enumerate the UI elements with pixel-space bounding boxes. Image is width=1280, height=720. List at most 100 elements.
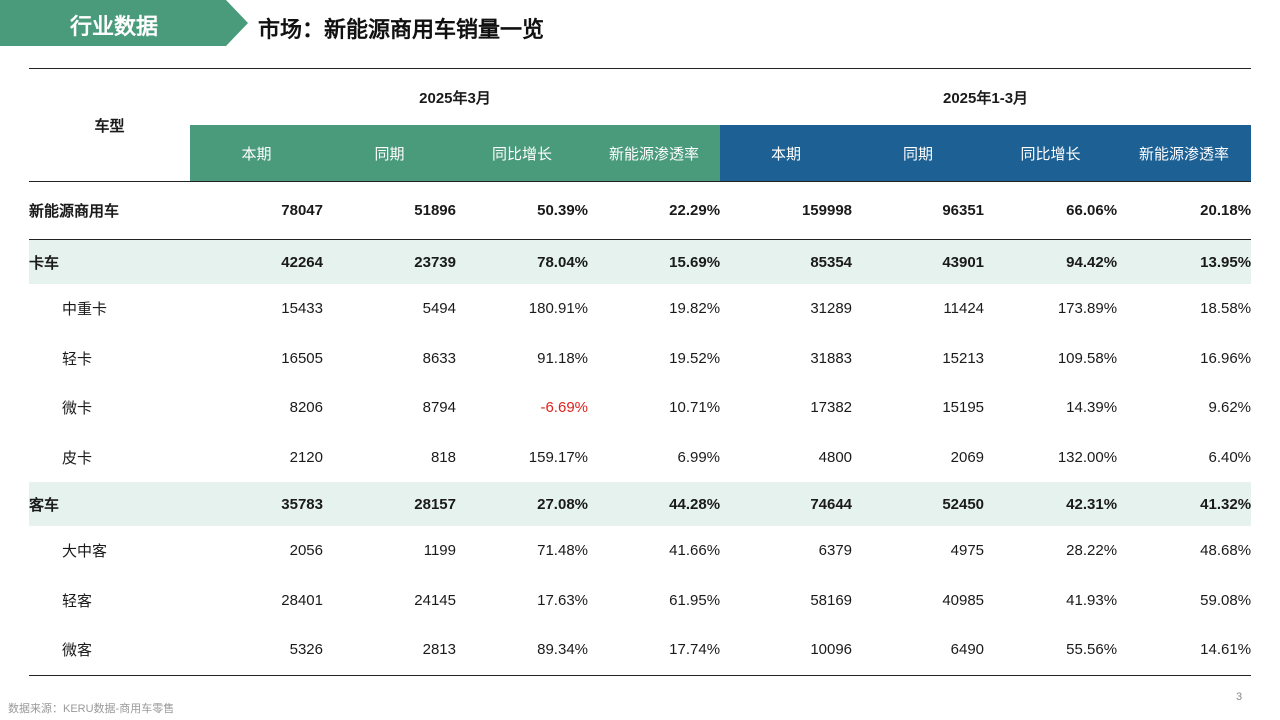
cell-value: 4975 [950,542,985,560]
cartype-header: 车型 [94,117,125,135]
cell-value: 94.42% [984,239,1118,284]
table-row: 中重卡 15433 5494 180.91% 19.82% 31289 1142… [29,284,1251,334]
cell-value: 35783 [190,482,323,526]
cell-value: 52450 [852,482,985,526]
cell-value: 41.66% [669,542,721,560]
row-label: 轻客 [62,592,93,610]
cell-value: 66.06% [1066,202,1118,219]
cell-value: 9.62% [1208,399,1252,417]
cell-value: 132.00% [1057,448,1118,466]
cell-value: 31289 [810,300,853,318]
cell-value: 51896 [414,202,456,219]
cell-value: 91.18% [537,349,588,367]
cell-value: 42.31% [984,482,1118,526]
row-label: 微卡 [62,400,93,418]
cell-value: 43901 [852,239,985,284]
period-header-month: 2025年3月 [419,89,491,107]
cell-value: 2120 [289,448,323,466]
cell-value: 78.04% [456,239,588,284]
cell-value: 15195 [942,399,985,417]
page-title: 市场：新能源商用车销量一览 [258,17,545,42]
subheader-yoy: 同比增长 [984,125,1118,182]
cell-value: 17.74% [669,641,721,659]
subheader-current: 本期 [720,125,853,182]
cell-value: 180.91% [528,300,588,318]
page-number: 3 [1236,691,1243,703]
cell-value: 159.17% [528,448,588,466]
cell-value: 78047 [281,202,323,219]
cell-value: 44.28% [588,482,721,526]
cell-value: 10096 [810,641,853,659]
period-header-ytd: 2025年1-3月 [943,89,1029,107]
table-row: 轻客 28401 24145 17.63% 61.95% 58169 40985… [29,576,1251,626]
subheader-prior: 同期 [852,125,985,182]
row-label: 轻卡 [62,350,93,368]
row-label: 新能源商用车 [29,203,120,220]
subheader-prior: 同期 [323,125,456,182]
cell-value: 19.52% [669,349,721,367]
cell-value: 8794 [422,399,456,417]
cell-value: 23739 [323,239,456,284]
cell-value: 14.39% [1066,399,1118,417]
row-label: 卡车 [29,239,190,284]
table-row: 皮卡 2120 818 159.17% 6.99% 4800 2069 132.… [29,433,1251,483]
cell-value: 6490 [950,641,985,659]
table-row-category: 客车 35783 28157 27.08% 44.28% 74644 52450… [29,482,1252,526]
table-row-category: 卡车 42264 23739 78.04% 15.69% 85354 43901… [29,239,1252,284]
cell-value: 89.34% [537,641,588,659]
cell-value: 16505 [281,349,323,367]
row-label: 大中客 [62,543,108,561]
cell-value: 22.29% [669,202,721,219]
cell-value: 24145 [414,591,456,609]
table-header-row: 车型 2025年3月 2025年1-3月 [29,68,1252,135]
cell-value: 109.58% [1057,349,1118,367]
subheader-current: 本期 [190,125,323,182]
cell-value: 17382 [810,399,853,417]
cell-value: 19.82% [669,300,721,318]
cell-value: 159998 [801,202,853,219]
subheader-penetration: 新能源渗透率 [1117,125,1252,182]
cell-value: 40985 [942,591,985,609]
subheader-penetration: 新能源渗透率 [588,125,721,182]
row-label: 皮卡 [62,449,93,467]
cell-value: 17.63% [537,591,588,609]
cell-value: 31883 [810,349,853,367]
cell-value: 2056 [289,542,323,560]
cell-value: 13.95% [1117,239,1252,284]
cell-value: 50.39% [537,202,588,219]
cell-value: 173.89% [1057,300,1118,318]
cell-value: 41.32% [1117,482,1252,526]
cell-value: 74644 [720,482,853,526]
section-tag: 行业数据 [0,0,248,46]
cell-value: 85354 [720,239,853,284]
cell-value: 28401 [281,591,323,609]
cell-value: 48.68% [1200,542,1252,560]
cell-value: 5326 [289,641,323,659]
table-subheader-row: 本期 同期 同比增长 新能源渗透率 本期 同期 同比增长 新能源渗透率 [29,125,1252,182]
cell-value: 55.56% [1066,641,1118,659]
cell-value: 10.71% [669,399,721,417]
cell-value: 5494 [422,300,456,318]
row-label: 微客 [62,642,93,660]
row-label: 中重卡 [62,301,108,319]
cell-value: 4800 [818,448,853,466]
cell-value: 42264 [190,239,323,284]
section-tag-label: 行业数据 [70,14,159,39]
cell-value: 8206 [289,399,323,417]
table-row: 微客 5326 2813 89.34% 17.74% 10096 6490 55… [29,625,1252,675]
cell-value: 71.48% [537,542,588,560]
cell-value: 6379 [818,542,853,560]
cell-value: 6.99% [677,448,721,466]
data-source-note: 数据来源：KERU数据-商用车零售 [8,703,175,715]
cell-value: 8633 [422,349,456,367]
cell-value: 27.08% [456,482,588,526]
cell-value-negative: -6.69% [540,399,588,417]
cell-value: 28157 [323,482,456,526]
cell-value: 2069 [950,448,985,466]
cell-value: 2813 [422,641,456,659]
table-row: 微卡 8206 8794 -6.69% 10.71% 17382 15195 1… [29,383,1251,433]
cell-value: 18.58% [1200,300,1252,318]
cell-value: 59.08% [1200,591,1252,609]
cell-value: 58169 [810,591,853,609]
cell-value: 11424 [943,300,985,318]
